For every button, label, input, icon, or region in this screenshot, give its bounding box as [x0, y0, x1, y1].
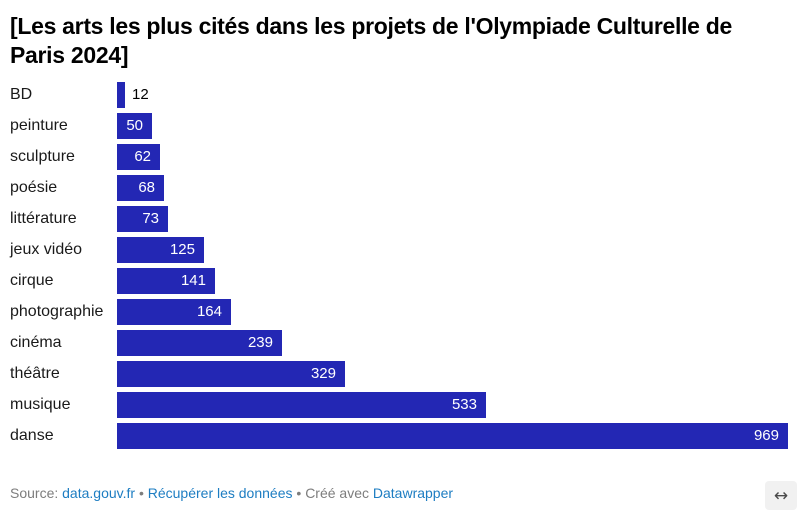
bar-row: peinture 50	[10, 112, 789, 139]
category-label: danse	[10, 426, 54, 444]
bar	[117, 329, 282, 356]
value-label: 969	[753, 426, 779, 444]
category-label: photographie	[10, 302, 104, 320]
bar	[117, 391, 486, 418]
value-label: 141	[180, 271, 206, 289]
bar-track: 125	[117, 236, 789, 263]
bar	[117, 298, 231, 325]
bar-row: cinéma 239	[10, 329, 789, 356]
bar-row: poésie 68	[10, 174, 789, 201]
value-label: 62	[134, 147, 151, 165]
category-label: théâtre	[10, 364, 60, 382]
bar-track: 239	[117, 329, 789, 356]
category-label: littérature	[10, 209, 77, 227]
chart-footer: Source: data.gouv.fr • Récupérer les don…	[10, 485, 453, 501]
bar-track: 533	[117, 391, 789, 418]
bar-row: danse 969	[10, 422, 789, 449]
bar-row: théâtre 329	[10, 360, 789, 387]
category-label: BD	[10, 85, 33, 103]
get-data-link[interactable]: Récupérer les données	[147, 485, 293, 501]
value-label: 164	[196, 302, 222, 320]
category-label: cirque	[10, 271, 54, 289]
category-label: musique	[10, 395, 71, 413]
bar-track: 969	[117, 422, 789, 449]
bar-track: 62	[117, 143, 789, 170]
bar-track: 141	[117, 267, 789, 294]
value-label: 329	[310, 364, 336, 382]
footer-separator: •	[296, 485, 302, 501]
bar	[117, 360, 345, 387]
source-label: Source:	[10, 485, 59, 501]
value-label: 50	[126, 116, 143, 134]
bar-row: littérature 73	[10, 205, 789, 232]
datawrapper-link[interactable]: Datawrapper	[372, 485, 454, 501]
value-label: 533	[451, 395, 477, 413]
bar	[117, 205, 168, 232]
bar-track: 50	[117, 112, 789, 139]
bar-track: 164	[117, 298, 789, 325]
bar-chart: BD 12 peinture 50 sculpture 62 poésie	[0, 81, 799, 449]
bar-track: 73	[117, 205, 789, 232]
bar	[117, 143, 160, 170]
source-link[interactable]: data.gouv.fr	[62, 485, 136, 501]
embed-resize-button[interactable]: ↔	[765, 481, 797, 510]
bar	[117, 81, 125, 108]
value-label: 73	[142, 209, 159, 227]
category-label: jeux vidéo	[10, 240, 83, 258]
bar	[117, 267, 215, 294]
bar	[117, 112, 152, 139]
bar-track: 12	[117, 81, 789, 108]
resize-arrows-icon: ↔	[773, 485, 789, 506]
value-label: 12	[132, 85, 149, 103]
bar-row: musique 533	[10, 391, 789, 418]
bar-row: photographie 164	[10, 298, 789, 325]
bar-row: cirque 141	[10, 267, 789, 294]
bar-row: sculpture 62	[10, 143, 789, 170]
bar	[117, 236, 204, 263]
bar-track: 68	[117, 174, 789, 201]
value-label: 125	[169, 240, 195, 258]
category-label: sculpture	[10, 147, 75, 165]
footer-separator: •	[138, 485, 144, 501]
bar	[117, 174, 164, 201]
bar-row: BD 12	[10, 81, 789, 108]
value-label: 68	[138, 178, 155, 196]
category-label: cinéma	[10, 333, 62, 351]
created-with-label: Créé avec	[305, 485, 369, 501]
chart-title: [Les arts les plus cités dans les projet…	[10, 13, 732, 69]
bar	[117, 422, 788, 449]
category-label: peinture	[10, 116, 68, 134]
bar-row: jeux vidéo 125	[10, 236, 789, 263]
value-label: 239	[247, 333, 273, 351]
bar-track: 329	[117, 360, 789, 387]
category-label: poésie	[10, 178, 58, 196]
